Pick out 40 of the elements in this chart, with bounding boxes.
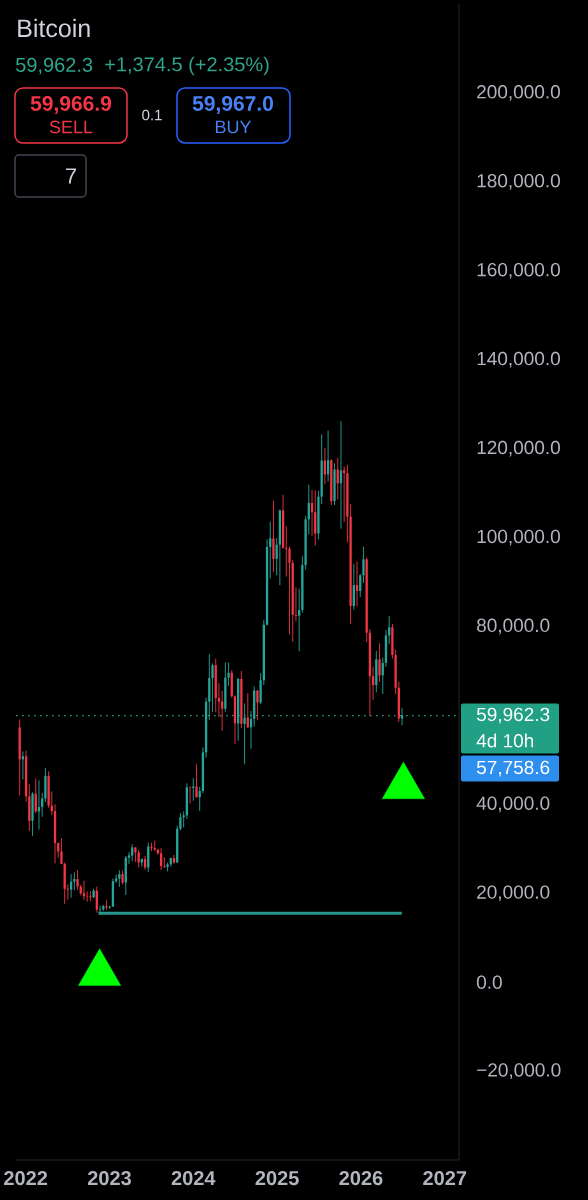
y-tick-label: 140,000.0 [477, 351, 560, 368]
text: 4d 10h [476, 733, 534, 748]
candlestick [243, 702, 246, 765]
candlestick [272, 500, 275, 573]
y-tick-label: −20,000.0 [477, 1063, 561, 1079]
candlestick [343, 465, 346, 523]
candlestick [256, 689, 259, 721]
y-tick-label: 100,000.0 [477, 529, 560, 546]
candlestick [355, 561, 359, 607]
candlestick [105, 899, 108, 911]
x-tick-label: 2027 [423, 1171, 467, 1186]
annotation: 59,967.0 [192, 96, 273, 114]
y-tick-label: 120,000.0 [477, 440, 560, 457]
candlestick [89, 890, 92, 902]
y-tick-label: 0.0 [476, 975, 502, 989]
annotation: BUY [215, 120, 252, 134]
y-tick-label: 80,000.0 [477, 618, 550, 635]
y-tick-label: 40,000.0 [476, 796, 550, 813]
annotation: 59,966.9 [30, 96, 112, 114]
x-tick-label: 2023 [87, 1171, 131, 1186]
annotation: 0.1 [142, 109, 162, 121]
y-tick-label: 160,000.0 [477, 262, 560, 279]
y-tick-label: 200,000.0 [477, 85, 560, 101]
x-tick-label: 2022 [4, 1171, 48, 1186]
chart-title: Bitcoin [18, 18, 90, 38]
y-tick-label: 180,000.0 [477, 174, 560, 190]
x-tick-label: 2025 [255, 1171, 299, 1186]
annotation: 7 [66, 168, 77, 184]
ref-line-label: 59,962.3 [476, 707, 550, 724]
annotation: SELL [49, 120, 93, 134]
text: 57,758.6 [476, 760, 550, 777]
candlestick [76, 869, 79, 891]
x-tick-label: 2026 [339, 1171, 383, 1186]
x-tick-label: 2024 [171, 1171, 216, 1186]
y-tick-label: 20,000.0 [477, 885, 550, 902]
annotation: +1,374.5 (+2.35%) [105, 56, 269, 76]
candlestick [195, 763, 198, 799]
candlestick [188, 786, 192, 804]
candlestick [378, 642, 381, 683]
annotation: 59,962.3 [16, 57, 93, 75]
